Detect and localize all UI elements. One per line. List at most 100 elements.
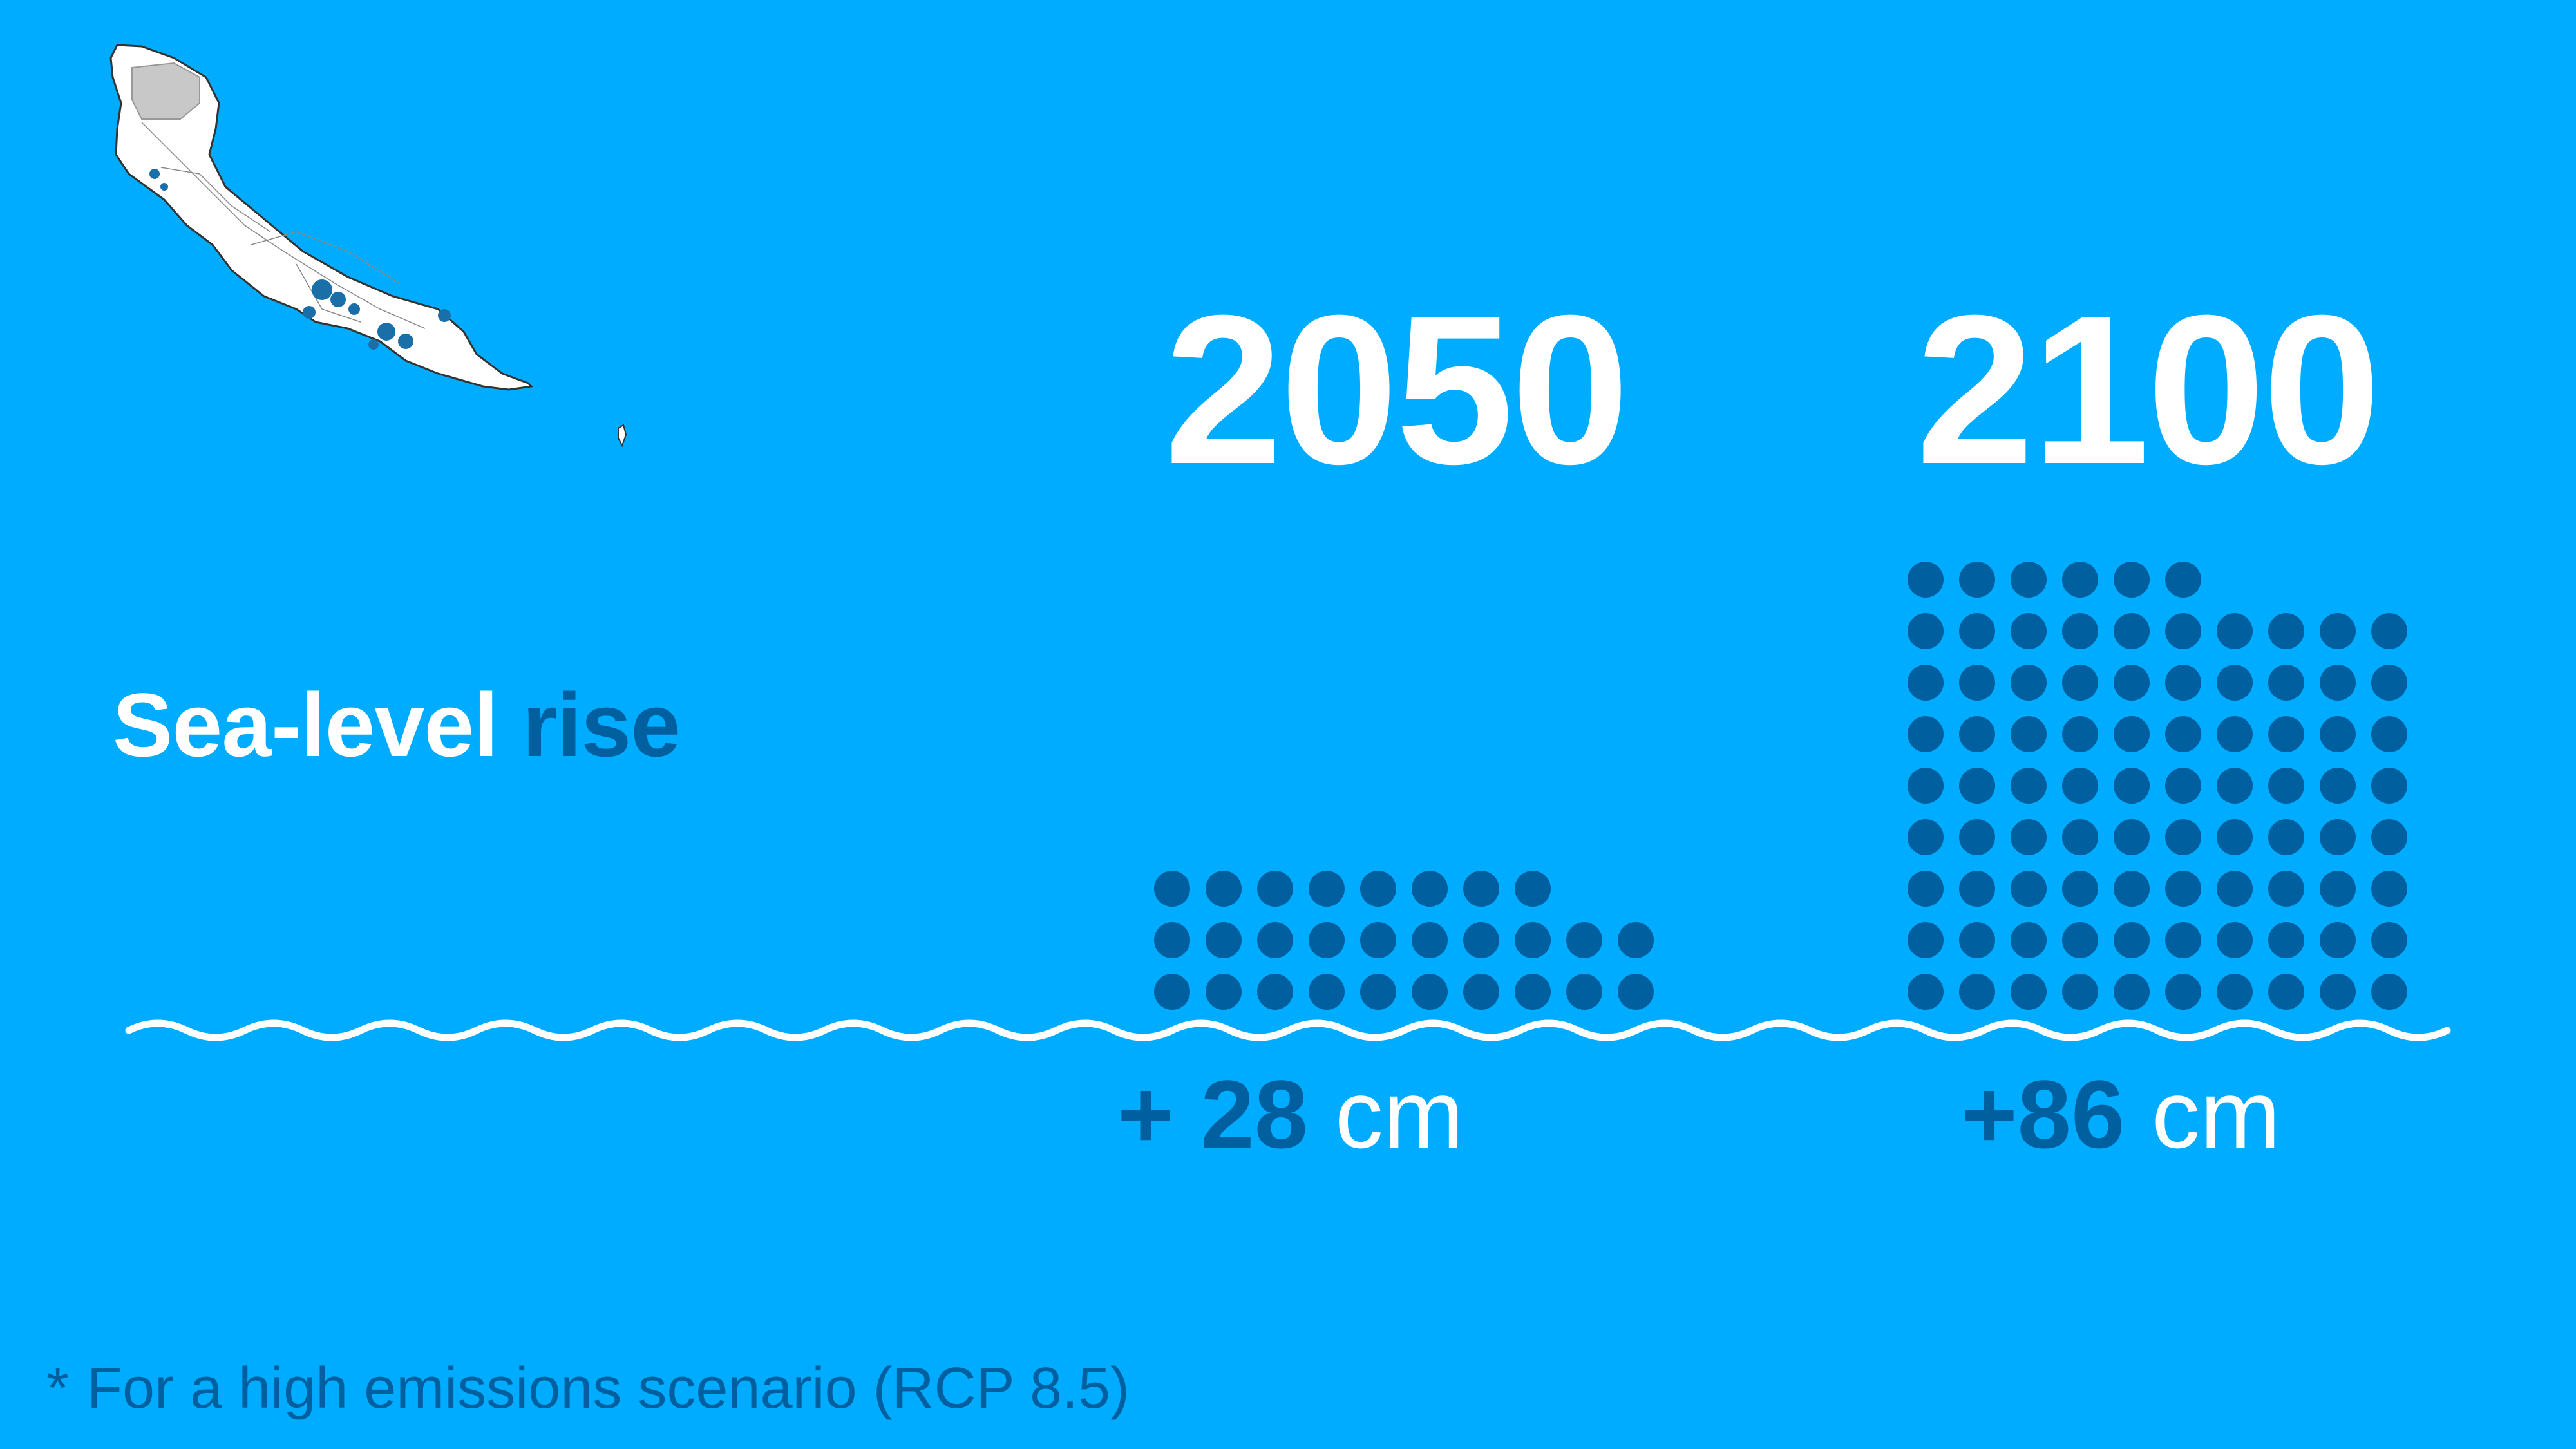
dot-2100 <box>2062 716 2098 752</box>
dot-2050 <box>1515 871 1551 907</box>
dot-2100 <box>2268 974 2304 1010</box>
dot-2100 <box>2268 613 2304 649</box>
dot-2100 <box>2114 613 2150 649</box>
dot-2050 <box>1360 974 1396 1010</box>
dot-2100 <box>2371 716 2407 752</box>
dot-2100 <box>2217 922 2253 958</box>
dot-2100 <box>2217 768 2253 804</box>
dot-2100 <box>2217 819 2253 855</box>
dot-2100 <box>2371 819 2407 855</box>
dot-2100 <box>2320 871 2356 907</box>
dot-2100 <box>1908 922 1944 958</box>
dot-2100 <box>1908 819 1944 855</box>
dot-2100 <box>2165 922 2201 958</box>
dot-2050 <box>1463 871 1499 907</box>
value-unit: cm <box>1308 1060 1464 1168</box>
dot-2050 <box>1206 974 1242 1010</box>
dot-2100 <box>2011 613 2047 649</box>
dot-2100 <box>2062 613 2098 649</box>
dot-2100 <box>2371 665 2407 701</box>
dot-2100 <box>2165 613 2201 649</box>
dot-2050 <box>1463 974 1499 1010</box>
dot-2100 <box>1908 665 1944 701</box>
dot-2050 <box>1257 871 1293 907</box>
dot-2100 <box>2268 716 2304 752</box>
dot-2100 <box>1908 974 1944 1010</box>
dot-2100 <box>2371 871 2407 907</box>
dot-2100 <box>1908 768 1944 804</box>
dot-2100 <box>2320 974 2356 1010</box>
dot-2100 <box>1959 819 1995 855</box>
dot-2100 <box>2268 665 2304 701</box>
dot-2050 <box>1566 974 1602 1010</box>
footnote: * For a high emissions scenario (RCP 8.5) <box>46 1356 1130 1422</box>
dot-2100 <box>2371 768 2407 804</box>
dot-2100 <box>2217 613 2253 649</box>
dot-2100 <box>1959 871 1995 907</box>
dot-2100 <box>2268 922 2304 958</box>
dot-2100 <box>2062 922 2098 958</box>
dot-2050 <box>1309 974 1345 1010</box>
dot-2100 <box>1959 613 1995 649</box>
dot-2050 <box>1618 974 1654 1010</box>
dot-2050 <box>1412 922 1448 958</box>
dot-2100 <box>2114 871 2150 907</box>
dot-2050 <box>1566 922 1602 958</box>
island-map-icon <box>109 44 627 448</box>
dot-2100 <box>2011 922 2047 958</box>
dot-2050 <box>1154 974 1190 1010</box>
dot-2100 <box>2320 665 2356 701</box>
value-unit: cm <box>2125 1060 2281 1168</box>
dot-2100 <box>2062 665 2098 701</box>
dot-2100 <box>1908 613 1944 649</box>
dot-2100 <box>2114 819 2150 855</box>
dot-2050 <box>1154 922 1190 958</box>
year-label-2050: 2050 <box>1164 270 1629 508</box>
dot-2100 <box>1908 871 1944 907</box>
dot-2050 <box>1360 922 1396 958</box>
dot-2050 <box>1154 871 1190 907</box>
dot-2100 <box>2114 922 2150 958</box>
dot-2100 <box>2268 768 2304 804</box>
dot-2100 <box>2165 974 2201 1010</box>
dot-2100 <box>2371 922 2407 958</box>
dot-2100 <box>2320 613 2356 649</box>
dot-2100 <box>2371 974 2407 1010</box>
dot-2100 <box>2371 613 2407 649</box>
dot-2100 <box>2320 819 2356 855</box>
chart-title: Sea-level rise <box>113 673 681 777</box>
urban-areas <box>149 169 451 350</box>
dot-2100 <box>2165 819 2201 855</box>
dot-2100 <box>2011 974 2047 1010</box>
dot-2100 <box>2062 974 2098 1010</box>
dot-2100 <box>2062 871 2098 907</box>
dot-2100 <box>1959 974 1995 1010</box>
dot-2050 <box>1515 922 1551 958</box>
footnote-marker: * <box>46 1356 70 1421</box>
dot-2100 <box>2062 819 2098 855</box>
dot-2100 <box>1908 716 1944 752</box>
dot-2050 <box>1412 871 1448 907</box>
dot-2100 <box>2062 768 2098 804</box>
dot-2050 <box>1206 871 1242 907</box>
dot-2100 <box>2320 768 2356 804</box>
roads <box>141 122 426 329</box>
dot-2100 <box>2011 871 2047 907</box>
dot-2100 <box>2114 768 2150 804</box>
dot-2100 <box>1959 922 1995 958</box>
dot-2100 <box>2114 716 2150 752</box>
dot-2050 <box>1206 922 1242 958</box>
year-label-2100: 2100 <box>1916 270 2381 508</box>
dot-2100 <box>2268 819 2304 855</box>
dot-2100 <box>2320 716 2356 752</box>
dot-2100 <box>2062 562 2098 598</box>
dot-2100 <box>2165 768 2201 804</box>
title-accent: rise <box>522 674 681 775</box>
dot-2100 <box>1959 665 1995 701</box>
dot-2100 <box>2011 768 2047 804</box>
value-prefix: + <box>1117 1060 1201 1168</box>
dot-2100 <box>1908 562 1944 598</box>
